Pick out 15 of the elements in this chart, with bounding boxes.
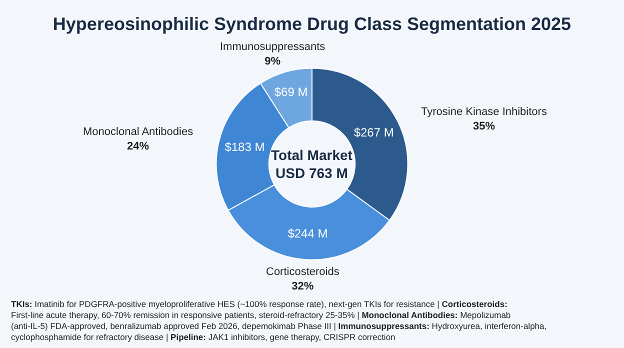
text: 24% — [127, 140, 150, 152]
text: 9% — [264, 55, 281, 68]
data-label: $244 M — [288, 226, 328, 240]
data-label: $267 M — [354, 125, 394, 140]
data-label: $69 M — [274, 85, 308, 100]
text: 35% — [472, 120, 495, 132]
text: Total Market USD 763 M — [271, 147, 353, 182]
text: TKIs: Imatinib for PDGFRA-positive myeloproliferative HES (~100% response rate), next-gen TKIs for resistance | Corticosteroids: First-line acute therapy, 60-70% remission in responsive patients, steroid-refractory 25-35% | Monoclonal Antibodies: Mepolizumab (anti-IL-5) FDA-approved, benralizumab approved Feb 2026, depemokimab Phase III | Immunosuppressants: Hydroxyurea, interferon-alpha, cyclophosphamide for refractory disease | Pipeline: JAK1 inhibitors, gene therapy, CRISPR correction — [11, 299, 547, 342]
slice-label: Monoclonal Antibodies — [83, 126, 194, 138]
data-label: $183 M — [224, 140, 265, 154]
slice-label: Corticosteroids — [266, 266, 340, 278]
slice-label: Immunosuppressants — [220, 41, 326, 53]
text: 32% — [292, 280, 314, 292]
slice-label: Tyrosine Kinase Inhibitors — [421, 106, 548, 118]
chart-title: Hypereosinophilic Syndrome Drug Class Segmentation 2025 — [52, 14, 572, 34]
